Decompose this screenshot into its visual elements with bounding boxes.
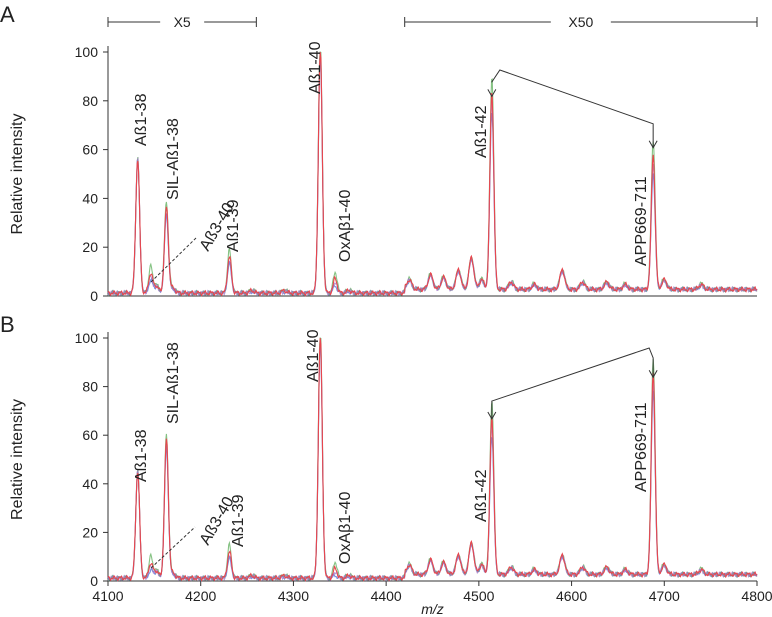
x-tick-label: 4500 <box>463 588 494 604</box>
y-tick-label: 0 <box>90 288 98 304</box>
panel-a: A 0 20 40 60 80 100 Relative intensity X5 X50 Aß1-… <box>0 2 758 304</box>
x-tick-label: 4600 <box>556 588 587 604</box>
arrowhead <box>487 89 497 98</box>
peak-label-leader <box>150 526 196 569</box>
peak-label: Aß1-40 <box>305 329 322 382</box>
spectrum-trace-1 <box>107 55 758 297</box>
panel-label: B <box>0 312 15 337</box>
scale-bar-label: X5 <box>174 14 191 30</box>
peak-label: OxAβ1-40 <box>337 492 354 564</box>
arrowhead <box>648 370 658 379</box>
ratio-bracket <box>491 347 654 420</box>
peak-label-leader <box>150 237 197 283</box>
y-axis-title: Relative intensity <box>9 114 26 235</box>
spectrum-trace-2 <box>107 51 758 297</box>
scale-bar-label: X50 <box>568 14 593 30</box>
x-tick-label: 4200 <box>185 588 216 604</box>
y-tick-label: 0 <box>90 573 98 589</box>
arrowhead <box>648 140 658 149</box>
x-tick-label: 4400 <box>371 588 402 604</box>
y-tick-label: 60 <box>82 427 98 443</box>
y-tick-label: 20 <box>82 524 98 540</box>
peak-label: Aß1-38 <box>133 93 150 146</box>
peak-label: Aß1-39 <box>225 199 242 252</box>
spectrum-trace-0 <box>107 337 758 582</box>
peak-label: Aß1-38 <box>133 429 150 482</box>
y-tick-label: 80 <box>82 93 98 109</box>
panel-b: B 0 20 40 60 80 100 Relative intensity 4100 4200 4… <box>0 312 772 617</box>
x-tick-label: 4300 <box>278 588 309 604</box>
x-axis-title: m/z <box>421 601 444 617</box>
peak-label: Aß1-42 <box>473 105 490 158</box>
arrowhead <box>487 411 497 421</box>
peak-label: OxAβ1-40 <box>337 190 354 262</box>
peak-label: SIL-Aß1-38 <box>165 342 182 424</box>
x-tick-label: 4700 <box>649 588 680 604</box>
peak-label: Aß1-42 <box>473 469 490 522</box>
peak-label: Aß1-40 <box>307 41 324 94</box>
peak-label: APP669-711 <box>633 402 650 492</box>
x-tick-label: 4100 <box>92 588 123 604</box>
peak-label: Aß1-39 <box>230 494 247 547</box>
y-tick-label: 100 <box>75 330 99 346</box>
y-tick-label: 100 <box>75 44 99 60</box>
x-tick-label: 4800 <box>741 588 772 604</box>
y-axis-title: Relative intensity <box>9 399 26 520</box>
y-tick-label: 20 <box>82 239 98 255</box>
y-tick-label: 80 <box>82 379 98 395</box>
panel-label: A <box>0 2 15 27</box>
spectrum-trace-3 <box>107 53 758 297</box>
ratio-bracket <box>491 69 654 148</box>
peak-label: SIL-Aß1-38 <box>165 118 182 200</box>
y-tick-label: 40 <box>82 476 98 492</box>
y-tick-label: 40 <box>82 190 98 206</box>
peak-label: APP669-711 <box>633 176 650 266</box>
y-tick-label: 60 <box>82 142 98 158</box>
spectrum-trace-0 <box>107 51 758 297</box>
